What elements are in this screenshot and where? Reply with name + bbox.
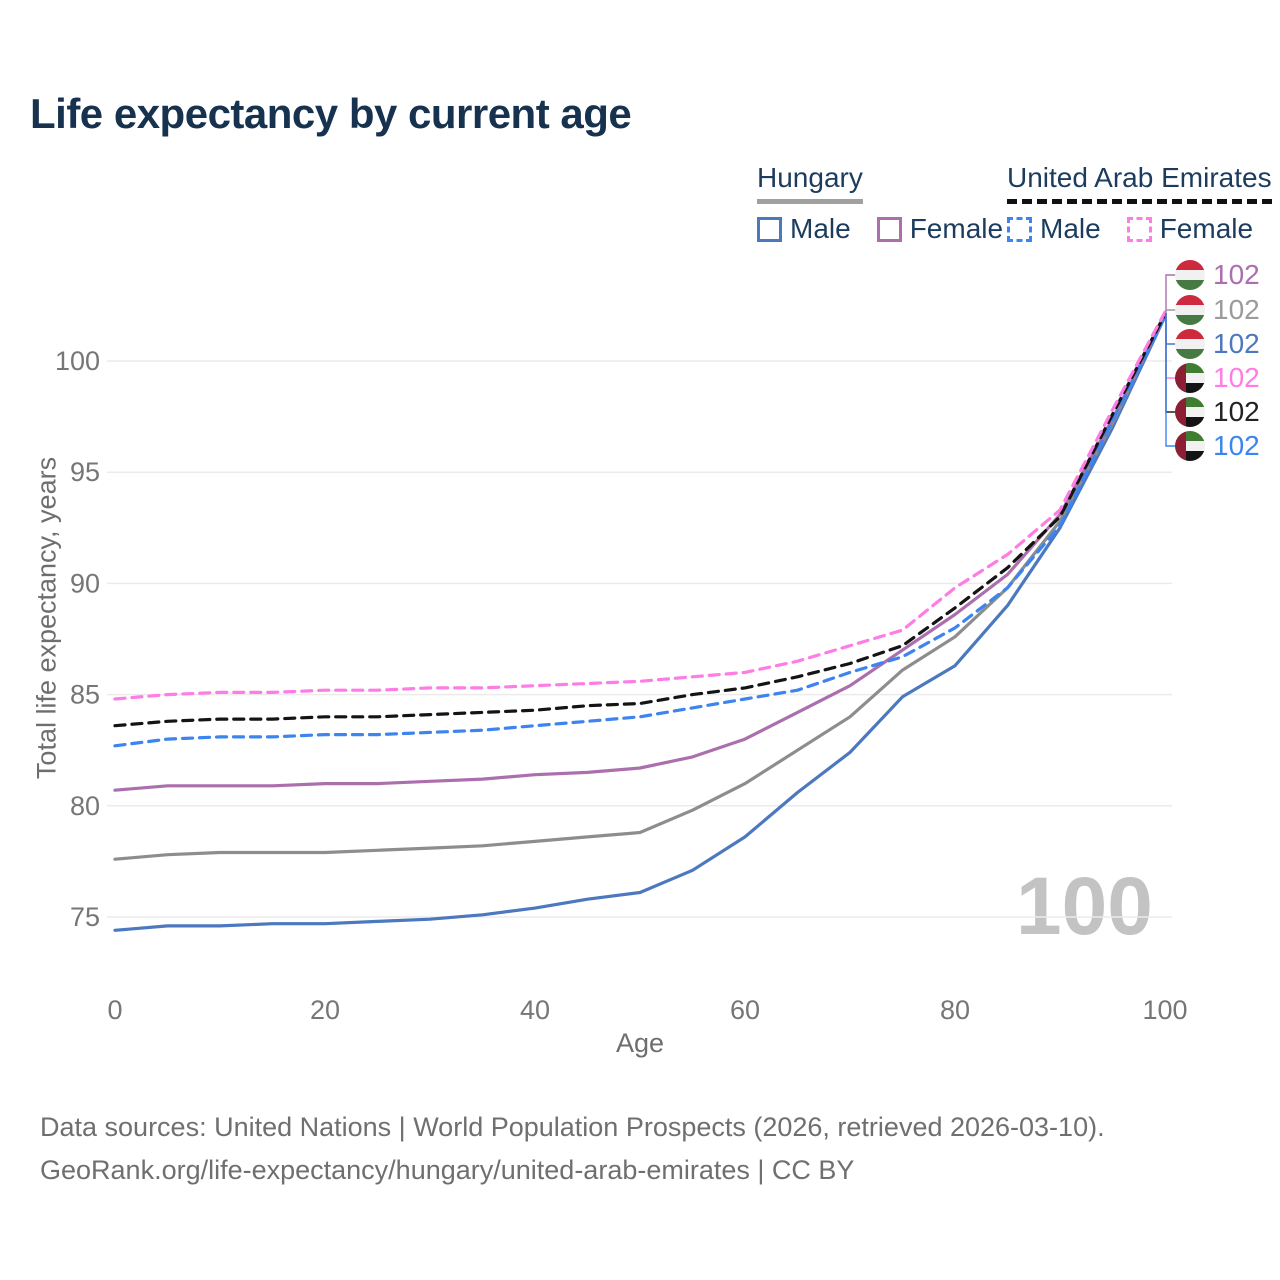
- legend-group-uae: United Arab Emirates Male Female: [1007, 162, 1272, 245]
- y-tick-label: 75: [70, 902, 100, 932]
- footer: Data sources: United Nations | World Pop…: [40, 1106, 1105, 1192]
- legend-country-hungary: Hungary: [757, 162, 863, 204]
- uae-female-swatch: [1126, 216, 1152, 242]
- x-tick-label: 80: [940, 995, 970, 1025]
- y-tick-label: 90: [70, 568, 100, 598]
- legend-label-uae-female: Female: [1159, 213, 1254, 244]
- legend-label-uae-male: Male: [1040, 213, 1101, 244]
- end-label-connector: [1165, 313, 1181, 413]
- x-tick-label: 0: [107, 995, 122, 1025]
- legend-label-hungary-male: Male: [790, 213, 851, 244]
- end-label-connector: [1165, 309, 1181, 313]
- series-line-uae-both: [113, 312, 1167, 728]
- end-label-connector: [1165, 313, 1181, 345]
- hungary-female-swatch: [876, 216, 902, 242]
- legend-country-uae: United Arab Emirates: [1007, 162, 1272, 204]
- x-tick-label: 100: [1142, 995, 1187, 1025]
- legend-items-uae: Male Female: [1007, 213, 1272, 245]
- y-tick-label: 85: [70, 680, 100, 710]
- end-label-connector: [1165, 274, 1181, 313]
- x-axis-title: Age: [615, 1028, 665, 1058]
- legend-group-hungary: Hungary Male Female: [757, 162, 1003, 245]
- y-tick-label: 100: [55, 346, 100, 376]
- legend-item-hungary-male[interactable]: Male: [757, 213, 851, 245]
- y-tick-label: 80: [70, 791, 100, 821]
- x-tick-label: 60: [730, 995, 760, 1025]
- age-counter-watermark: 100: [1016, 861, 1153, 952]
- hungary-male-swatch: [757, 216, 782, 242]
- series-line-hungary-female: [113, 314, 1167, 792]
- page-title: Life expectancy by current age: [30, 90, 632, 137]
- y-tick-label: 95: [70, 457, 100, 487]
- series-line-uae-male: [113, 314, 1167, 748]
- footer-data-sources: Data sources: United Nations | World Pop…: [40, 1112, 1105, 1142]
- legend-item-hungary-female[interactable]: Female: [876, 213, 1004, 245]
- series-line-hungary-male: [113, 314, 1167, 932]
- legend-item-uae-male[interactable]: Male: [1007, 213, 1101, 245]
- footer-attribution: GeoRank.org/life-expectancy/hungary/unit…: [40, 1155, 855, 1185]
- legend-items-hungary: Male Female: [757, 213, 1003, 245]
- end-label-connector: [1165, 313, 1181, 447]
- legend-item-uae-female[interactable]: Female: [1126, 213, 1254, 245]
- series-line-uae-female: [113, 310, 1167, 701]
- legend-label-hungary-female: Female: [909, 213, 1004, 244]
- x-tick-label: 20: [310, 995, 340, 1025]
- x-tick-label: 40: [520, 995, 550, 1025]
- end-label-connector: [1165, 313, 1181, 379]
- series-line-hungary-both: [113, 312, 1167, 861]
- uae-male-swatch: [1007, 216, 1032, 242]
